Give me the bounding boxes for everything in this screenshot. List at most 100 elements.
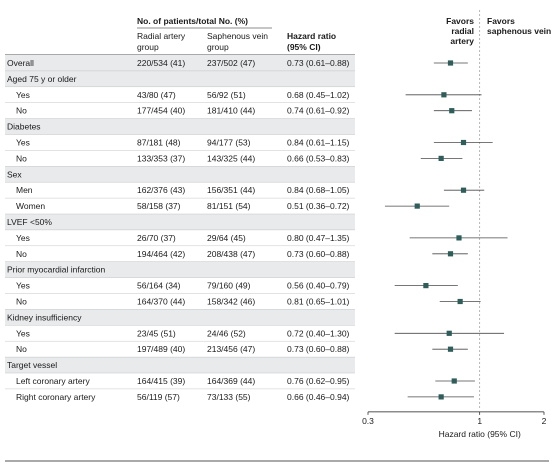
radial-count: 87/181 (48) [137,138,181,148]
row-label: LVEF <50% [7,217,52,227]
radial-count: 56/164 (34) [137,281,181,291]
row-label: Aged 75 y or older [7,74,77,84]
row-label: No [16,153,27,163]
radial-count: 56/119 (57) [137,392,180,402]
favors-saphenous-label: Favors saphenous vein [487,16,551,36]
hazard-ratio-text: 0.73 (0.60–0.88) [287,249,350,259]
radial-count: 43/80 (47) [137,90,176,100]
row-shade [5,261,355,278]
radial-count: 164/415 (39) [137,376,185,386]
hazard-ratio-text: 0.84 (0.61–1.15) [287,138,350,148]
radial-count: 26/70 (37) [137,233,176,243]
hazard-ratio-marker [457,298,463,305]
hazard-ratio-marker [438,155,444,161]
row-label: No [16,249,27,259]
row-label: Diabetes [7,122,41,132]
hr-column-header: Hazard ratio (95% CI) [287,31,336,52]
hazard-ratio-marker [438,394,444,400]
hazard-ratio-text: 0.72 (0.40–1.30) [287,328,350,338]
hazard-ratio-text: 0.76 (0.62–0.95) [287,376,350,386]
saphenous-count: 94/177 (53) [207,138,251,148]
row-label: Yes [16,90,30,100]
hazard-ratio-marker [446,330,452,336]
saphenous-count: 24/46 (52) [207,328,246,338]
row-label: Left coronary artery [16,376,90,386]
row-label: No [16,344,27,354]
hazard-ratio-marker [460,187,467,193]
row-label: Yes [16,328,30,338]
radial-count: 177/454 (40) [137,106,185,116]
hazard-ratio-marker [414,203,420,209]
x-tick-label: 2 [542,416,547,426]
hazard-ratio-text: 0.68 (0.45–1.02) [287,90,350,100]
row-label: No [16,297,27,307]
hazard-ratio-marker [441,92,447,98]
x-axis-title: Hazard ratio (95% CI) [439,429,521,439]
row-label: Women [16,201,45,211]
column-group-header: No. of patients/total No. (%) [137,16,248,26]
row-shade [5,166,355,183]
row-label: Kidney insufficiency [7,312,82,322]
row-label: Men [16,185,33,195]
hazard-ratio-marker [447,346,454,352]
hazard-ratio-marker [460,139,467,146]
saphenous-count: 181/410 (44) [207,106,255,116]
row-label: Sex [7,169,22,179]
row-shade [5,118,355,135]
row-label: Yes [16,233,30,243]
hazard-ratio-marker [449,108,455,114]
saphenous-count: 73/133 (55) [207,392,251,402]
row-shade [5,309,355,326]
x-tick-label: 0.3 [362,416,374,426]
saphenous-count: 156/351 (44) [207,185,255,195]
hazard-ratio-text: 0.66 (0.46–0.94) [287,392,350,402]
radial-count: 133/353 (37) [137,153,185,163]
row-label: Overall [7,58,34,68]
hazard-ratio-text: 0.74 (0.61–0.92) [287,106,350,116]
saphenous-count: 143/325 (44) [207,153,255,163]
favors-radial-label: Favors radial artery [446,16,474,46]
hazard-ratio-text: 0.66 (0.53–0.83) [287,153,350,163]
saphenous-count: 79/160 (49) [207,281,251,291]
x-tick-label: 1 [477,416,482,426]
row-label: Right coronary artery [16,392,96,402]
saphenous-count: 213/456 (47) [207,344,255,354]
row-shade [5,55,355,71]
row-label: Yes [16,138,30,148]
row-shade [5,70,355,87]
row-shade [5,214,355,230]
hazard-ratio-text: 0.73 (0.61–0.88) [287,58,350,68]
radial-count: 162/376 (43) [137,185,185,195]
hazard-ratio-marker [456,235,462,241]
row-label: Yes [16,281,30,291]
radial-count: 194/464 (42) [137,249,185,259]
hazard-ratio-marker [423,283,429,289]
radial-count: 23/45 (51) [137,328,176,338]
saphenous-count: 158/342 (46) [207,297,255,307]
row-shade [5,357,355,373]
row-label: No [16,106,27,116]
saphenous-count: 29/64 (45) [207,233,246,243]
saphenous-count: 56/92 (51) [207,90,246,100]
radial-column-header: Radial artery group [137,31,186,52]
hazard-ratio-text: 0.73 (0.60–0.88) [287,344,350,354]
saphenous-column-header: Saphenous vein group [207,31,268,52]
hazard-ratio-marker [447,251,454,257]
hazard-ratio-text: 0.56 (0.40–0.79) [287,281,350,291]
hazard-ratio-text: 0.81 (0.65–1.01) [287,297,350,307]
saphenous-count: 164/369 (44) [207,376,255,386]
radial-count: 197/489 (40) [137,344,185,354]
hazard-ratio-marker [451,378,457,384]
saphenous-count: 208/438 (47) [207,249,255,259]
radial-count: 58/158 (37) [137,201,181,211]
row-label: Prior myocardial infarction [7,265,106,275]
radial-count: 164/370 (44) [137,297,185,307]
saphenous-count: 81/151 (54) [207,201,251,211]
hazard-ratio-text: 0.80 (0.47–1.35) [287,233,350,243]
radial-count: 220/534 (41) [137,58,185,68]
row-label: Target vessel [7,360,57,370]
saphenous-count: 237/502 (47) [207,58,255,68]
hazard-ratio-text: 0.84 (0.68–1.05) [287,185,350,195]
hazard-ratio-text: 0.51 (0.36–0.72) [287,201,350,211]
